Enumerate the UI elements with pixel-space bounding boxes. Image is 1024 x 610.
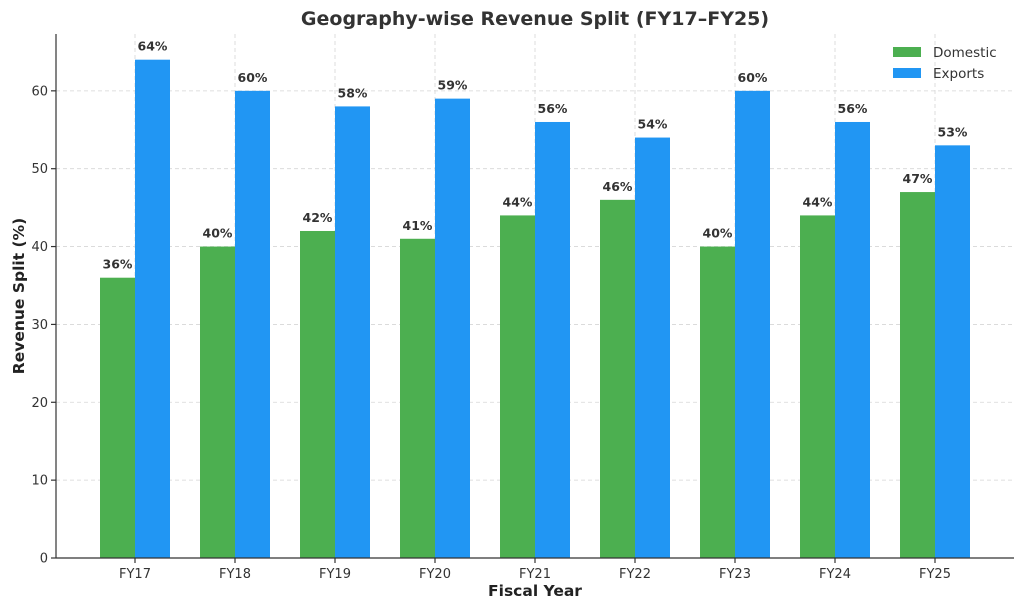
bar-exports: [235, 90, 270, 558]
bar-domestic: [900, 192, 935, 558]
data-label-domestic: 47%: [903, 171, 933, 186]
y-tick-label: 0: [40, 552, 48, 567]
x-tick-label: FY20: [419, 567, 451, 582]
legend-swatch-exports: [893, 68, 921, 78]
bar-exports: [135, 59, 170, 558]
data-label-domestic: 42%: [303, 210, 333, 225]
bar-exports: [335, 106, 370, 559]
x-tick-label: FY17: [119, 567, 151, 582]
x-tick-label: FY18: [219, 567, 251, 582]
x-tick-label: FY19: [319, 567, 351, 582]
x-tick-label: FY23: [719, 567, 751, 582]
data-label-domestic: 46%: [603, 179, 633, 194]
y-tick-label: 60: [31, 84, 48, 99]
legend-label-exports: Exports: [933, 66, 984, 82]
data-label-exports: 54%: [638, 117, 668, 132]
data-label-domestic: 41%: [403, 218, 433, 233]
bar-exports: [735, 90, 770, 558]
y-tick-label: 30: [31, 318, 48, 333]
y-tick-label: 50: [31, 162, 48, 177]
bar-domestic: [400, 238, 435, 559]
data-label-domestic: 36%: [103, 257, 133, 272]
bar-domestic: [500, 215, 535, 559]
x-tick-label: FY22: [619, 567, 651, 582]
bar-domestic: [600, 199, 635, 558]
bar-exports: [535, 121, 570, 558]
x-axis-label: Fiscal Year: [488, 582, 582, 600]
data-label-exports: 60%: [738, 70, 768, 85]
bar-domestic: [800, 215, 835, 559]
data-labels-layer: 36% 40% 42% 41% 44% 46% 40% 44% 47% 64% 60% 58% 59% 5…: [103, 39, 968, 272]
data-label-domestic: 40%: [703, 226, 733, 241]
data-label-exports: 58%: [338, 85, 368, 100]
bar-exports: [635, 137, 670, 558]
chart-title: Geography-wise Revenue Split (FY17–FY25): [301, 8, 769, 30]
y-tick-label: 40: [31, 240, 48, 255]
bar-domestic: [300, 230, 335, 558]
data-label-exports: 56%: [538, 101, 568, 116]
bar-exports: [835, 121, 870, 558]
data-label-domestic: 44%: [803, 194, 833, 209]
data-label-exports: 53%: [938, 124, 968, 139]
bar-domestic: [700, 246, 735, 558]
y-tick-label: 20: [31, 396, 48, 411]
data-label-exports: 56%: [838, 101, 868, 116]
data-label-domestic: 40%: [203, 226, 233, 241]
legend-swatch-domestic: [893, 47, 921, 57]
data-label-exports: 60%: [238, 70, 268, 85]
data-label-domestic: 44%: [503, 194, 533, 209]
legend: Domestic Exports: [893, 45, 997, 82]
y-tick-label: 10: [31, 474, 48, 489]
bar-exports: [935, 145, 970, 558]
bar-domestic: [200, 246, 235, 558]
data-label-exports: 59%: [438, 78, 468, 93]
y-axis-label: Revenue Split (%): [10, 218, 28, 374]
x-tick-label: FY24: [819, 567, 851, 582]
axes-layer: 0 10 20 30 40 50 60 FY17 FY18 FY19 FY20 FY21 FY22 FY2…: [31, 34, 1014, 582]
bars-layer: [100, 59, 970, 559]
x-tick-label: FY21: [519, 567, 551, 582]
x-tick-label: FY25: [919, 567, 951, 582]
bar-exports: [435, 98, 470, 558]
data-label-exports: 64%: [138, 39, 168, 54]
bar-domestic: [100, 277, 135, 558]
legend-label-domestic: Domestic: [933, 45, 997, 61]
